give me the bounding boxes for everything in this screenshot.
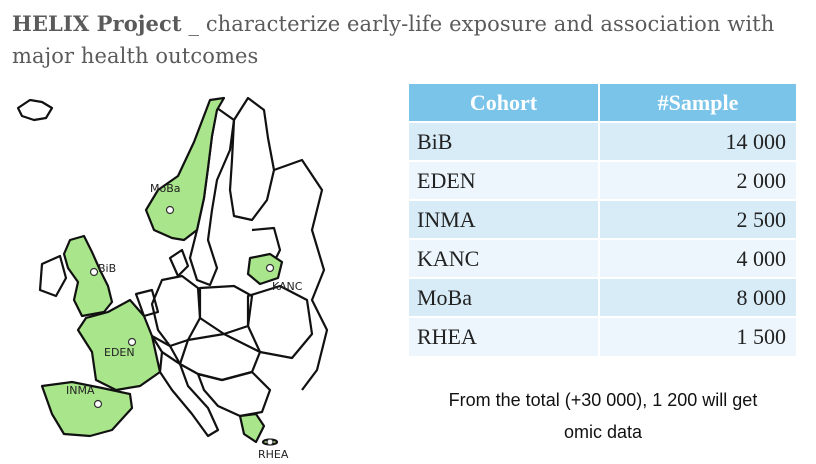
cohort-sample: 2 500 (599, 199, 796, 239)
map-finland (228, 96, 276, 222)
cohort-name: MoBa (409, 277, 600, 317)
table-row: KANC 4 000 (409, 238, 796, 278)
cohort-sample: 4 000 (599, 238, 796, 278)
rhea-label: RHEA (258, 448, 289, 460)
moba-marker (165, 205, 175, 215)
map-uk (62, 234, 114, 318)
project-subtitle: _ characterize early-life exposure and a… (12, 12, 775, 68)
map-lithuania (246, 252, 284, 286)
map-france (76, 298, 162, 392)
table-row: RHEA 1 500 (409, 316, 796, 356)
table-row: BiB 14 000 (409, 121, 796, 161)
cohort-name: BiB (409, 121, 600, 161)
map-denmark (168, 248, 190, 278)
note-line-2: omic data (563, 422, 643, 442)
kanc-label: KANC (272, 280, 303, 293)
map-germany (150, 274, 202, 348)
map-greece (238, 412, 266, 444)
eden-marker (127, 337, 137, 347)
map-poland (198, 284, 254, 336)
map-ireland (38, 254, 68, 298)
map-balkans (196, 370, 272, 418)
cohort-sample: 14 000 (599, 121, 796, 161)
cohort-table-header: Cohort #Sample (409, 84, 796, 122)
map-east-border (273, 158, 329, 391)
note-line-1: From the total (+30 000), 1 200 will get (448, 390, 758, 410)
eden-label: EDEN (104, 346, 135, 359)
cohort-sample: 2 000 (599, 160, 796, 200)
cohort-name: KANC (409, 238, 600, 278)
bib-marker (89, 267, 99, 277)
cohort-name: EDEN (409, 160, 600, 200)
kanc-marker (265, 263, 275, 273)
map-italy (158, 350, 220, 438)
cohort-sample: 8 000 (599, 277, 796, 317)
cohort-table: Cohort #Sample BiB 14 000 EDEN 2 000 INM… (409, 84, 796, 356)
europe-map-svg: MoBa BiB KANC EDEN INMA RHEA (16, 96, 329, 460)
map-spain (40, 380, 134, 438)
cohort-name: INMA (409, 199, 600, 239)
map-iceland (16, 98, 54, 122)
map-belarus-ukraine (246, 284, 314, 360)
map-alps (150, 334, 182, 366)
project-name: HELIX Project (12, 11, 182, 36)
table-row: EDEN 2 000 (409, 160, 796, 200)
inma-label: INMA (66, 384, 95, 397)
map-benelux (134, 288, 160, 318)
europe-map: MoBa BiB KANC EDEN INMA RHEA (12, 90, 392, 460)
cohort-sample: 1 500 (599, 316, 796, 356)
moba-label: MoBa (150, 182, 181, 195)
table-row: INMA 2 500 (409, 199, 796, 239)
rhea-marker (266, 438, 274, 446)
slide-title: HELIX Project _ characterize early-life … (12, 8, 802, 72)
sample-header: #Sample (599, 84, 796, 122)
bib-label: BiB (98, 262, 116, 275)
cohort-header: Cohort (409, 84, 600, 122)
omic-data-note: From the total (+30 000), 1 200 will get… (410, 384, 796, 448)
inma-marker (93, 399, 103, 409)
map-norway (144, 96, 226, 242)
table-row: MoBa 8 000 (409, 277, 796, 317)
cohort-name: RHEA (409, 316, 600, 356)
